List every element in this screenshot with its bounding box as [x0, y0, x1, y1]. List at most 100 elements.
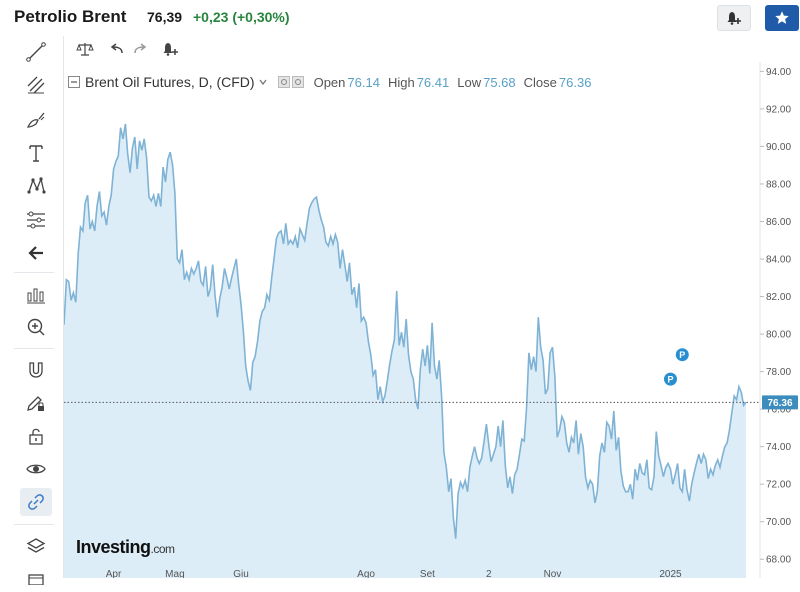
open-label: Open [313, 74, 346, 90]
low-label: Low [457, 74, 482, 90]
redo-button[interactable] [127, 39, 153, 59]
event-marker[interactable]: P [663, 372, 677, 386]
redo-icon [134, 43, 147, 54]
time-axis[interactable]: Apr Mag Giu Ago Set 2 Nov 2025 [106, 569, 682, 578]
y-tick-label: 76.00 [766, 405, 791, 416]
magnet-tool[interactable] [20, 356, 52, 384]
change-value: +0,23 [193, 9, 229, 25]
header: Petrolio Brent 76,39 +0,23 (+0,30%) [0, 0, 800, 36]
layers-icon [26, 538, 46, 553]
back-arrow-tool[interactable] [20, 239, 52, 267]
drawing-toolbar [0, 36, 64, 585]
zoom-in-tool[interactable] [20, 313, 52, 341]
layers-tool[interactable] [20, 532, 52, 560]
add-watchlist-button[interactable] [765, 5, 799, 31]
event-markers: PP [663, 348, 689, 386]
close-value: 76.36 [558, 74, 592, 90]
high-label: High [387, 74, 415, 90]
current-price: 76,39 [147, 9, 183, 25]
page-title: Petrolio Brent [14, 7, 127, 26]
magnet-icon [29, 362, 43, 378]
x-tick-label: Set [420, 569, 435, 578]
logo-brand: Investing [76, 537, 151, 557]
logo-suffix: .com [150, 542, 176, 556]
last-price-label-text: 76.36 [767, 398, 792, 409]
y-tick-label: 82.00 [766, 292, 791, 303]
event-marker-badge [675, 348, 689, 362]
y-tick-label: 70.00 [766, 517, 791, 528]
calendar-icon [28, 574, 44, 585]
x-tick-label: Mag [165, 569, 184, 578]
legend-symbol: Brent Oil Futures, D, (CFD) [85, 74, 255, 90]
trendline-icon [26, 42, 46, 62]
pattern-tool[interactable] [20, 172, 52, 200]
y-tick-label: 84.00 [766, 255, 791, 266]
price-chart[interactable]: 94.00 92.00 90.00 88.00 86.00 84.00 82.00 80.00… [64, 62, 800, 578]
y-tick-label: 94.00 [766, 67, 791, 78]
fib-icon [27, 76, 45, 94]
open-value: 76.14 [347, 74, 380, 90]
price-line [64, 123, 747, 539]
x-tick-label: Nov [544, 569, 562, 578]
text-icon [29, 145, 43, 162]
price-change: +0,23 (+0,30%) [193, 9, 290, 25]
toolbar-divider [14, 524, 54, 525]
visibility-tool[interactable] [20, 455, 52, 483]
toolbar-divider [14, 272, 54, 273]
chart-toolbar [64, 36, 800, 62]
chart-alert-button[interactable] [157, 39, 183, 59]
last-price-label: 76.36 [762, 395, 798, 410]
y-tick-label: 78.00 [766, 367, 791, 378]
star-icon [775, 11, 789, 24]
event-marker-label: P [679, 350, 685, 360]
link-icon [28, 494, 44, 510]
price-axis[interactable]: 94.00 92.00 90.00 88.00 86.00 84.00 82.00 80.00… [760, 67, 791, 566]
toolbar-divider [14, 348, 54, 349]
pencil-lock-icon [27, 396, 44, 411]
brush-icon [26, 112, 45, 128]
y-tick-label: 92.00 [766, 104, 791, 115]
measure-tool[interactable] [20, 206, 52, 234]
chart-legend: Brent Oil Futures, D, (CFD) Open 76.14 H… [68, 73, 599, 91]
investing-logo: Investing.com [76, 537, 175, 558]
event-marker-label: P [667, 375, 673, 385]
collapse-legend-icon[interactable] [68, 76, 80, 88]
create-alert-button[interactable] [717, 5, 751, 31]
chevron-down-icon[interactable] [258, 77, 268, 87]
x-tick-label: Apr [106, 569, 122, 578]
trendline-tool[interactable] [20, 38, 52, 66]
y-tick-label: 68.00 [766, 555, 791, 566]
undo-icon [110, 43, 123, 54]
lock-drawing-tool[interactable] [20, 389, 52, 417]
y-tick-label: 86.00 [766, 217, 791, 228]
close-square-icon[interactable] [291, 76, 304, 88]
y-tick-label: 88.00 [766, 179, 791, 190]
bell-plus-icon [727, 12, 741, 25]
event-marker-badge [663, 372, 677, 386]
x-tick-label: 2 [486, 569, 492, 578]
y-tick-label: 80.00 [766, 330, 791, 341]
x-tick-label: 2025 [659, 569, 682, 578]
fib-tool[interactable] [20, 71, 52, 99]
measure-icon [27, 211, 45, 229]
text-tool[interactable] [20, 139, 52, 167]
change-percent: (+0,30%) [232, 9, 290, 25]
y-tick-label: 90.00 [766, 142, 791, 153]
unlock-tool[interactable] [20, 422, 52, 450]
calendar-tool[interactable] [20, 564, 52, 592]
settings-square-icon[interactable] [277, 76, 290, 88]
event-marker[interactable]: P [675, 348, 689, 362]
link-tool[interactable] [20, 488, 52, 516]
low-value: 75.68 [483, 74, 516, 90]
unlock-icon [29, 428, 43, 445]
bell-plus-icon [163, 43, 178, 56]
back-arrow-icon [28, 246, 43, 260]
indicator-tool[interactable] [20, 281, 52, 309]
undo-button[interactable] [104, 39, 130, 59]
scale-icon [76, 43, 94, 56]
pattern-icon [27, 176, 46, 194]
y-tick-label: 72.00 [766, 480, 791, 491]
close-label: Close [523, 74, 557, 90]
brush-tool[interactable] [20, 106, 52, 134]
compare-button[interactable] [72, 39, 98, 59]
